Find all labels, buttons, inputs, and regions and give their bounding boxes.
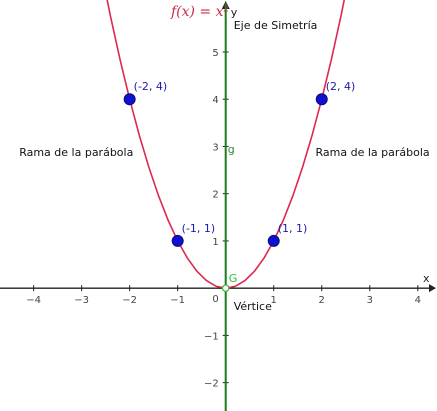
axis-of-symmetry-label: Eje de Simetría bbox=[234, 19, 318, 32]
x-tick-label: 1 bbox=[271, 295, 277, 306]
x-tick-label: −4 bbox=[26, 295, 41, 306]
y-tick-label: 2 bbox=[212, 190, 218, 201]
vertex-caption: Vértice bbox=[234, 300, 272, 313]
origin-label: 0 bbox=[212, 294, 218, 305]
x-tick-label: −1 bbox=[170, 295, 185, 306]
x-axis-label: x bbox=[423, 272, 430, 285]
data-point-label: (2, 4) bbox=[326, 80, 356, 93]
y-tick-label: 4 bbox=[212, 95, 218, 106]
y-axis-label: y bbox=[231, 6, 238, 19]
y-tick-label: 3 bbox=[212, 142, 218, 153]
data-point[interactable] bbox=[171, 234, 184, 247]
symmetry-line-name: g bbox=[228, 143, 235, 156]
data-point-label: (-1, 1) bbox=[182, 222, 216, 235]
x-tick-label: −3 bbox=[74, 295, 89, 306]
function-label: f(x) = x² bbox=[170, 4, 230, 20]
data-point[interactable] bbox=[123, 93, 136, 106]
vertex-point[interactable] bbox=[221, 284, 230, 293]
x-tick-label: −2 bbox=[122, 295, 137, 306]
y-tick-label: 5 bbox=[212, 48, 218, 59]
vertex-point-name: G bbox=[229, 272, 238, 285]
data-point[interactable] bbox=[315, 93, 328, 106]
branch-label-left: Rama de la parábola bbox=[19, 146, 133, 159]
data-point[interactable] bbox=[267, 234, 280, 247]
x-tick-label: 3 bbox=[367, 295, 373, 306]
x-tick-label: 4 bbox=[415, 295, 421, 306]
branch-label-right: Rama de la parábola bbox=[316, 146, 430, 159]
y-tick-label: −2 bbox=[204, 379, 219, 390]
y-tick-label: −1 bbox=[204, 331, 219, 342]
ticks-layer: −4 −3 −2 −1 1 2 3 4 −2 −1 1 2 3 4 5 bbox=[26, 48, 421, 390]
data-point-label: (1, 1) bbox=[278, 222, 308, 235]
x-tick-label: 2 bbox=[319, 295, 325, 306]
points-layer: (-2, 4) (-1, 1) (1, 1) (2, 4) bbox=[123, 80, 356, 293]
data-point-label: (-2, 4) bbox=[134, 80, 168, 93]
y-tick-label: 1 bbox=[212, 237, 218, 248]
x-axis-arrow bbox=[429, 284, 436, 293]
